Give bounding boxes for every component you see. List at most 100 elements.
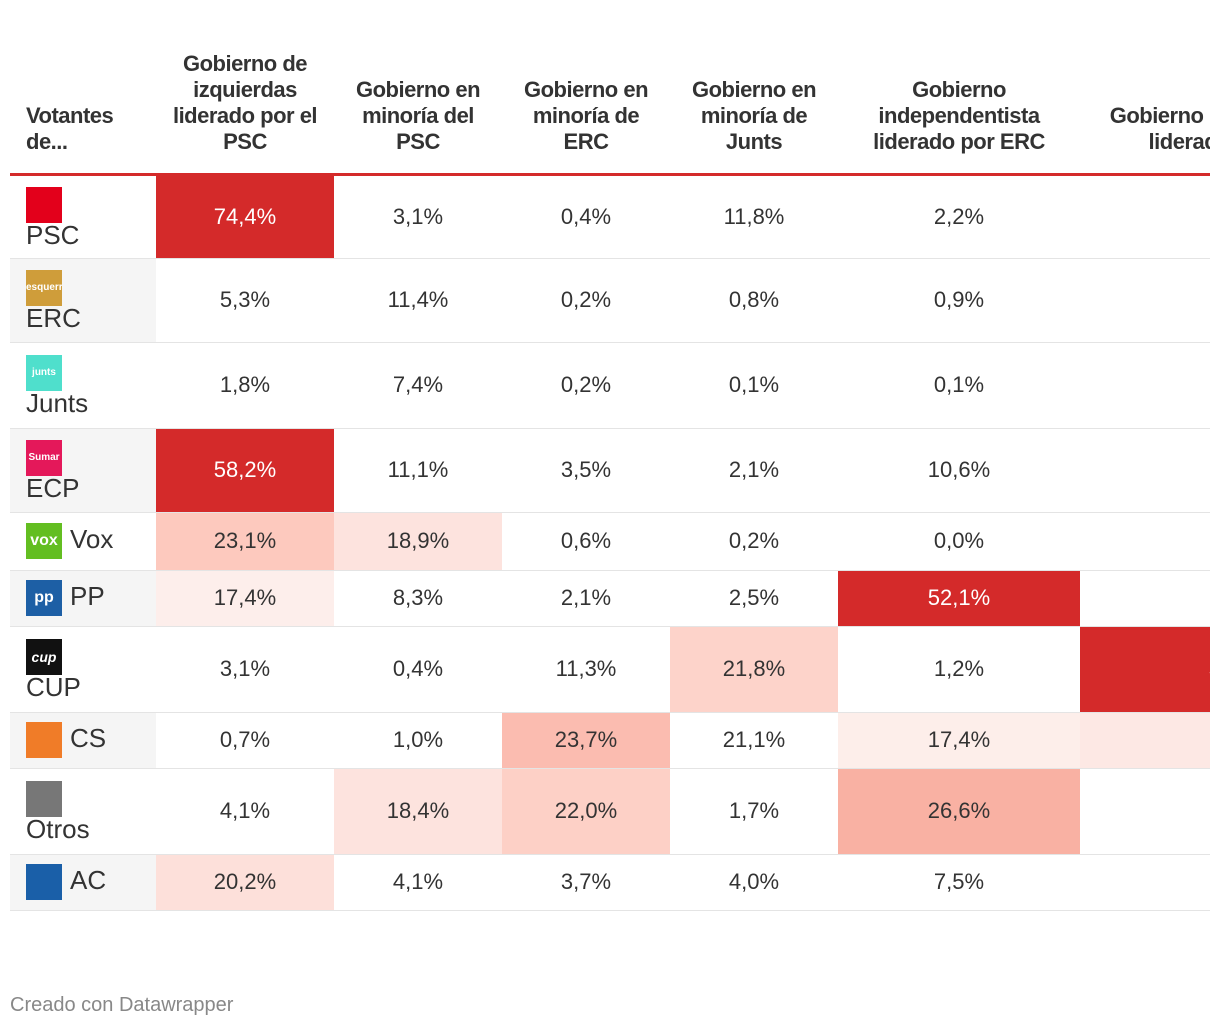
value-cell: 7,4% [334,342,502,429]
column-header: Gobierno en minoría del PSC [334,0,502,176]
value-cell: 4,0% [670,854,838,911]
party-logo: esquerra [26,270,62,306]
value-cell: 0,1% [838,342,1080,429]
value-cell: 3,1% [156,626,334,713]
party-logo: vox [26,523,62,559]
value-cell: 2,1% [502,570,670,627]
value-cell: 0,7% [156,712,334,769]
table-row: PSC 74,4%3,1%0,4%11,8%2,2%2,0% [10,174,1210,259]
value-cell: 5,4% [1080,570,1210,627]
column-header: Gobierno en minoría de Junts [670,0,838,176]
table-row: CS 0,7%1,0%23,7%21,1%17,4%18,2% [10,712,1210,769]
party-cell: vox Vox [10,512,156,571]
party-name: CS [70,722,107,753]
party-name: ERC [26,303,81,333]
table-row: pp PP 17,4%8,3%2,1%2,5%52,1%5,4% [10,570,1210,627]
value-cell: 0,4% [334,626,502,713]
value-cell: 11,1% [334,428,502,513]
value-cell: 0,1% [1080,428,1210,513]
value-cell: 58,2% [156,428,334,513]
value-cell: 21,1% [670,712,838,769]
party-name: AC [70,864,107,895]
party-name: PSC [26,219,80,250]
value-cell: 1,7% [670,768,838,855]
party-name: Vox [70,523,114,554]
party-logo [26,186,62,223]
value-cell: 1,0% [334,712,502,769]
value-cell: 18,9% [334,512,502,571]
value-cell: 52,1% [838,570,1080,627]
table-row: AC 20,2%4,1%3,7%4,0%7,5%7,8% [10,854,1210,911]
party-cell: cup CUP [10,626,156,713]
value-cell: 0,1% [1080,258,1210,343]
value-cell: 18,4% [334,768,502,855]
party-logo [26,722,62,758]
value-cell: 0,1% [1080,342,1210,429]
value-cell: 2,5% [670,570,838,627]
party-logo: pp [26,580,62,616]
value-cell: 4,1% [156,768,334,855]
value-cell: 3,5% [502,428,670,513]
value-cell: 7,5% [838,854,1080,911]
value-cell: 1,2% [838,626,1080,713]
party-cell: CS [10,712,156,769]
table: Votantes de... Gobierno de izquierdas lid… [10,0,1210,911]
value-cell: 23,1% [156,512,334,571]
table-row: Otros 4,1%18,4%22,0%1,7%26,6%12,2% [10,768,1210,855]
value-cell: 11,3% [502,626,670,713]
party-name: Junts [26,388,89,418]
value-cell: 21,8% [670,626,838,713]
party-cell: pp PP [10,570,156,627]
footer: Creado con Datawrapper [10,994,234,1016]
party-logo: junts [26,355,62,391]
table-row: esquerraERC5,3%11,4%0,2%0,8%0,9%0,1% [10,258,1210,343]
value-cell: 0,2% [502,258,670,343]
value-cell: 23,7% [502,712,670,769]
value-cell: 3,7% [502,854,670,911]
column-header: Gobierno de izquierdas liderado por el P… [156,0,334,176]
value-cell: 0,1% [670,342,838,429]
value-cell: 3,1% [334,174,502,259]
column-header: Gobierno en minoría de ERC [502,0,670,176]
value-cell: 26,6% [838,768,1080,855]
table-body: PSC74,4%3,1%0,4%11,8%2,2%2,0%esquerraERC… [10,174,1210,911]
value-cell: 22,0% [502,768,670,855]
party-cell: Sumar ECP [10,428,156,513]
value-cell: 0,2% [502,342,670,429]
value-cell: 8,3% [334,570,502,627]
value-cell: 0,8% [670,258,838,343]
table-wrap: Votantes de... Gobierno de izquierdas lid… [10,0,1210,911]
value-cell: 0,2% [670,512,838,571]
value-cell: 0,9% [838,258,1080,343]
party-name: ECP [26,473,80,503]
value-cell: 7,8% [1080,854,1210,911]
value-cell: 0,0% [838,512,1080,571]
value-cell: 11,8% [670,174,838,259]
party-logo: Sumar [26,440,62,476]
value-cell: 74,4% [156,174,334,259]
value-cell: 11,4% [334,258,502,343]
value-cell: 4,1% [334,854,502,911]
column-header: Gobierno independentista liderado por Ju… [1080,0,1210,176]
column-header: Gobierno independentista liderado por ER… [838,0,1080,176]
value-cell: 17,4% [156,570,334,627]
value-cell: 0,0% [1080,512,1210,571]
party-cell: AC [10,854,156,911]
party-cell: Otros [10,768,156,855]
value-cell: 20,2% [156,854,334,911]
party-logo [26,781,62,817]
party-cell: junts Junts [10,342,156,429]
party-name: Otros [26,814,90,844]
value-cell: 17,4% [838,712,1080,769]
value-cell: 1,8% [156,342,334,429]
value-cell: 2,0% [1080,174,1210,259]
value-cell: 0,4% [502,174,670,259]
header-row: Votantes de... Gobierno de izquierdas lid… [10,0,1210,176]
party-cell: PSC [10,174,156,259]
party-name: CUP [26,672,81,702]
party-logo: cup [26,639,62,675]
